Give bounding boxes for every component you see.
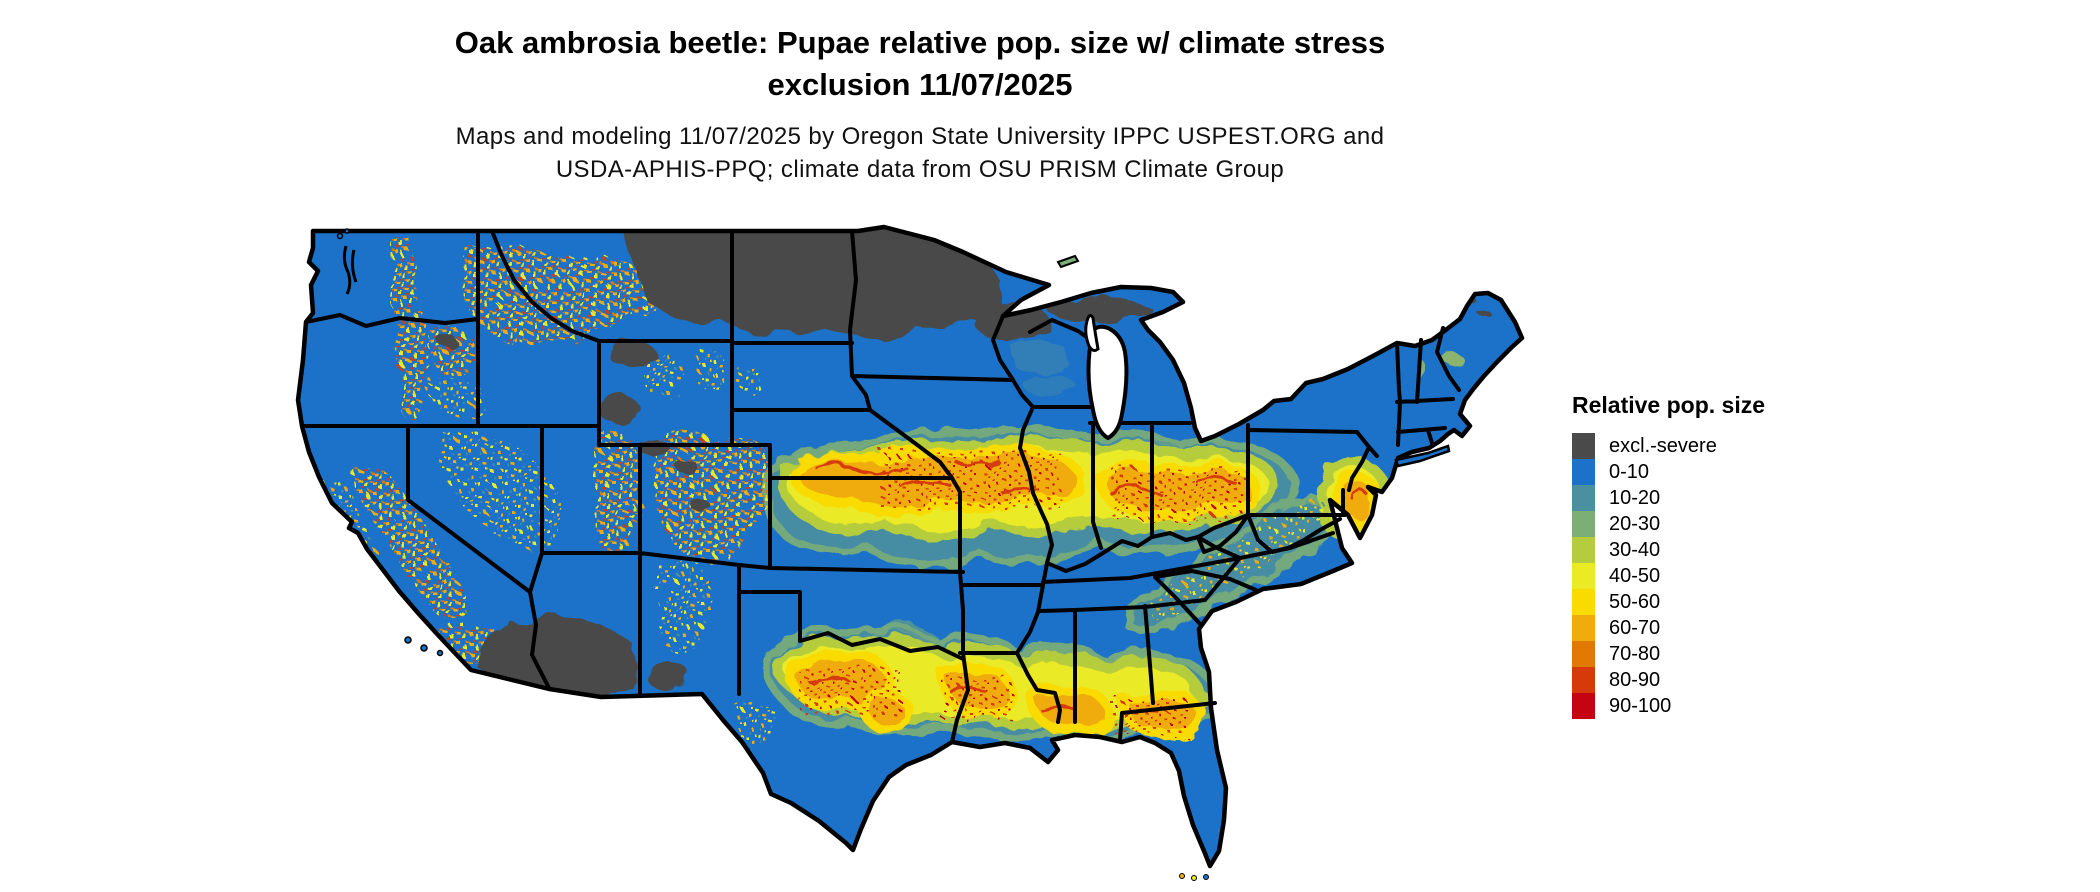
state-borders	[301, 229, 1461, 744]
legend-swatch	[1572, 589, 1595, 615]
subtitle-line-2: USDA-APHIS-PPQ; climate data from OSU PR…	[555, 156, 1285, 183]
legend-label: 20-30	[1609, 512, 1661, 535]
legend-swatch	[1572, 511, 1595, 537]
legend-item: 80-90	[1572, 667, 1902, 693]
legend-swatch	[1572, 485, 1595, 511]
subtitle: Maps and modeling 11/07/2025 by Oregon S…	[270, 120, 1570, 186]
legend-label: 30-40	[1609, 538, 1661, 561]
legend-item: 20-30	[1572, 511, 1902, 537]
legend-label: 60-70	[1609, 616, 1661, 639]
legend-swatch	[1572, 563, 1595, 589]
green-bay	[1084, 314, 1100, 352]
long-island	[1394, 444, 1451, 468]
legend-swatch	[1572, 667, 1595, 693]
legend-title: Relative pop. size	[1572, 392, 1766, 418]
legend-item: 60-70	[1572, 615, 1902, 641]
title-line-2: exclusion 11/07/2025	[767, 67, 1073, 102]
florida-keys	[1179, 873, 1209, 881]
legend-label: 90-100	[1609, 694, 1672, 717]
title-block: Oak ambrosia beetle: Pupae relative pop.…	[270, 22, 1570, 186]
legend-item: 0-10	[1572, 459, 1902, 485]
legend-item: 90-100	[1572, 693, 1902, 719]
legend-swatch	[1572, 641, 1595, 667]
legend-label: 80-90	[1609, 668, 1661, 691]
excluded-regions	[438, 227, 1490, 696]
legend-label: 40-50	[1609, 564, 1661, 587]
legend-item: 40-50	[1572, 563, 1902, 589]
legend-item: 10-20	[1572, 485, 1902, 511]
legend-label: 10-20	[1609, 486, 1661, 509]
page-title: Oak ambrosia beetle: Pupae relative pop.…	[270, 22, 1570, 106]
legend-label: 0-10	[1609, 460, 1650, 483]
puget-sound	[342, 245, 358, 295]
subtitle-line-1: Maps and modeling 11/07/2025 by Oregon S…	[455, 123, 1385, 150]
isle-royale	[1056, 254, 1080, 269]
legend-label: 50-60	[1609, 590, 1661, 613]
lake-michigan	[1086, 324, 1129, 441]
legend: Relative pop. size excl.-severe 0-10 10-…	[1572, 392, 1902, 719]
channel-islands	[336, 228, 444, 657]
legend-item: excl.-severe	[1572, 433, 1902, 459]
legend-item: 30-40	[1572, 537, 1902, 563]
title-line-1: Oak ambrosia beetle: Pupae relative pop.…	[454, 25, 1386, 60]
legend-label: excl.-severe	[1609, 434, 1717, 457]
legend-swatch	[1572, 459, 1595, 485]
legend-items: excl.-severe 0-10 10-20 20-30 30-40 40-5…	[1572, 433, 1902, 719]
legend-swatch	[1572, 537, 1595, 563]
legend-swatch	[1572, 433, 1595, 459]
legend-item: 70-80	[1572, 641, 1902, 667]
legend-swatch	[1572, 693, 1595, 719]
legend-item: 50-60	[1572, 589, 1902, 615]
legend-label: 70-80	[1609, 642, 1661, 665]
legend-swatch	[1572, 615, 1595, 641]
